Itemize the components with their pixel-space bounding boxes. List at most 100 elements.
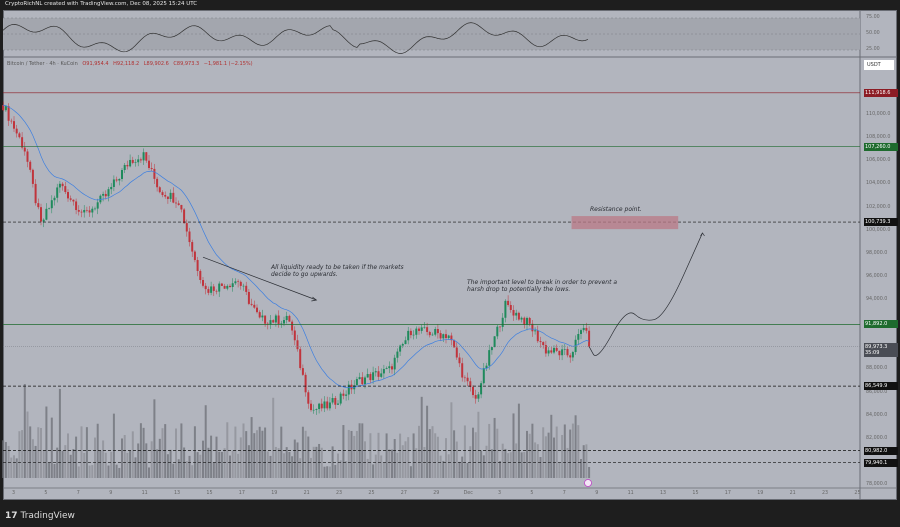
time-tick-label: 13 [660,491,667,496]
candle-body [461,363,464,378]
candle-body [272,320,275,323]
volume-bar [210,435,213,478]
currency-button[interactable]: USDT [864,60,894,70]
volume-bar [131,431,134,478]
candle-body [91,208,94,213]
volume-bar [372,464,375,478]
chart-panel[interactable] [3,10,897,500]
volume-bar [461,456,464,478]
volume-bar [337,453,339,478]
time-tick-label: 13 [174,491,181,496]
price-tick-label: 78,000.0 [866,482,888,488]
volume-bar [99,450,102,478]
candle-body [401,344,404,346]
candle-body [436,329,439,334]
volume-bar [226,422,229,478]
candle-body [396,351,399,358]
candle-body [53,197,56,201]
candle-body [104,193,107,197]
candle-body [210,286,213,293]
volume-bar [474,432,477,478]
resistance-zone [571,216,679,230]
volume-bar [569,429,572,478]
volume-bar [550,414,553,478]
volume-bar [158,438,161,478]
volume-bar [172,463,175,478]
volume-bar [439,455,442,478]
price-tick-label: 98,000.0 [866,250,888,256]
time-tick-label: 25 [854,491,861,496]
candle-body [539,341,542,343]
volume-bar [31,439,34,478]
price-tick-label: 88,000.0 [866,366,888,372]
candle-body [531,323,534,332]
volume-bar [320,447,323,478]
candle-body [48,208,51,209]
volume-bar [134,457,137,478]
candle-body [434,329,437,335]
candle-body [385,368,388,370]
candle-body [420,327,423,331]
candle-body [409,330,412,336]
candle-body [212,286,215,291]
candle-body [156,178,159,188]
volume-bar [547,432,550,478]
price-tick-label: 84,000.0 [866,412,888,418]
volume-bar [153,399,156,478]
volume-bar [418,425,420,478]
candle-body [226,285,229,289]
volume-bar [2,440,5,478]
candle-body [218,283,221,292]
candle-body [142,152,145,161]
candle-body [374,371,377,373]
candle-body [220,283,223,286]
candle-body [126,164,129,167]
volume-bar [396,452,399,478]
candle-body [412,334,415,336]
candle-body [407,330,410,341]
time-tick-label: 23 [822,491,829,496]
candle-body [102,193,105,196]
current-price-label: 89,973.3 35:09 [864,342,898,357]
volume-bar [531,423,534,478]
price-level-label: 107,260.0 [864,142,898,151]
candle-body [231,283,234,288]
candle-body [18,133,21,138]
volume-bar [469,446,472,478]
volume-bar [382,462,385,478]
candle-body [40,207,42,222]
volume-bar [480,450,483,478]
candle-body [269,320,272,325]
candle-body [37,203,40,208]
volume-bar [493,417,496,478]
volume-bar [264,427,267,478]
candle-body [310,403,312,411]
candle-body [315,409,318,410]
candle-body [301,368,304,375]
volume-bar [166,454,169,478]
candle-body [13,121,15,129]
volume-bar [269,455,272,478]
volume-bar [426,405,429,478]
candle-body [169,192,172,199]
candle-body [485,365,488,369]
time-tick-label: 7 [562,491,566,496]
volume-bar [94,437,96,478]
volume-bar [185,461,188,478]
volume-bar [361,423,364,478]
candle-body [577,333,580,340]
volume-bar [544,436,547,478]
candle-body [472,386,474,396]
volume-bar [528,433,531,478]
candle-body [520,317,523,320]
candle-body [339,393,342,404]
candle-body [191,242,194,252]
symbol-legend: Bitcoin / Tether · 4h · KuCoin O91,954.4… [7,61,253,67]
legend-open: O91,954.4 [82,61,109,67]
volume-bar [463,425,466,478]
price-level-label: 91,892.0 [864,320,898,329]
candle-body [555,347,558,351]
candle-body [107,189,110,197]
volume-bar [104,452,107,478]
